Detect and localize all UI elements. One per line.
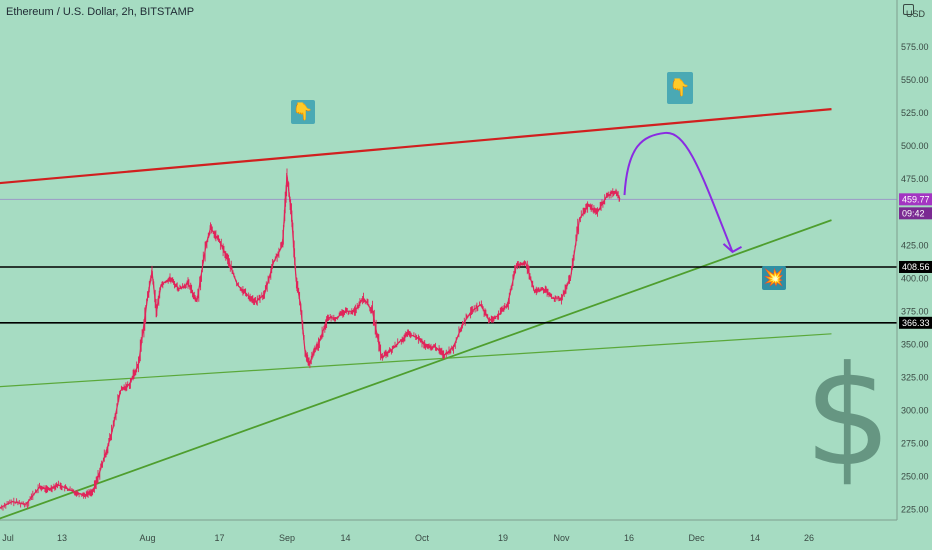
y-tick-label: 525.00 [901, 108, 929, 118]
y-tick-label: 575.00 [901, 42, 929, 52]
x-tick-label: Nov [553, 533, 570, 543]
level-price-tag-bg [899, 260, 932, 273]
long-support-trendline[interactable] [0, 333, 832, 388]
x-tick-label: 14 [340, 533, 350, 543]
dollar-sign-icon: $ [804, 336, 892, 497]
pointing-down-hand-icon: 👇 [667, 72, 693, 104]
resistance-trendline[interactable] [0, 108, 832, 185]
y-tick-label: 375.00 [901, 306, 929, 316]
x-tick-label: Oct [415, 533, 430, 543]
current-price-tag-bg [899, 193, 932, 206]
y-tick-label: 500.00 [901, 141, 929, 151]
y-tick-label: 300.00 [901, 405, 929, 415]
currency-label[interactable]: USD [906, 9, 926, 19]
y-tick-label: 250.00 [901, 472, 929, 482]
chart-settings-icon[interactable] [903, 4, 914, 15]
x-tick-label: 13 [57, 533, 67, 543]
x-tick-label: 26 [804, 533, 814, 543]
bar-countdown-tag: 09:42 [902, 208, 925, 218]
x-tick-label: 17 [214, 533, 224, 543]
projection-arrowhead [722, 243, 742, 254]
x-tick-label: 14 [750, 533, 760, 543]
rising-support-trendline[interactable] [0, 219, 832, 520]
y-tick-label: 325.00 [901, 372, 929, 382]
x-tick-label: Sep [279, 533, 295, 543]
level-price-tag: 366.33 [902, 318, 930, 328]
y-tick-label: 225.00 [901, 505, 929, 515]
price-series-line[interactable] [0, 175, 621, 509]
x-tick-label: Jul [2, 533, 14, 543]
y-tick-label: 350.00 [901, 339, 929, 349]
explosion-icon: 💥 [762, 266, 786, 290]
bar-countdown-tag-bg [899, 207, 932, 220]
x-tick-label: Dec [688, 533, 705, 543]
level-price-tag-bg [899, 316, 932, 329]
y-tick-label: 425.00 [901, 240, 929, 250]
y-tick-label: 400.00 [901, 273, 929, 283]
current-price-tag: 459.77 [902, 194, 930, 204]
y-tick-label: 275.00 [901, 438, 929, 448]
y-tick-label: 475.00 [901, 174, 929, 184]
x-tick-label: 19 [498, 533, 508, 543]
x-tick-label: Aug [139, 533, 155, 543]
x-tick-label: 16 [624, 533, 634, 543]
pointing-down-hand-icon: 👇 [291, 100, 315, 124]
level-price-tag: 408.56 [902, 262, 930, 272]
chart-title: Ethereum / U.S. Dollar, 2h, BITSTAMP [6, 6, 195, 18]
y-tick-label: 550.00 [901, 75, 929, 85]
projection-arrow[interactable] [623, 131, 734, 253]
